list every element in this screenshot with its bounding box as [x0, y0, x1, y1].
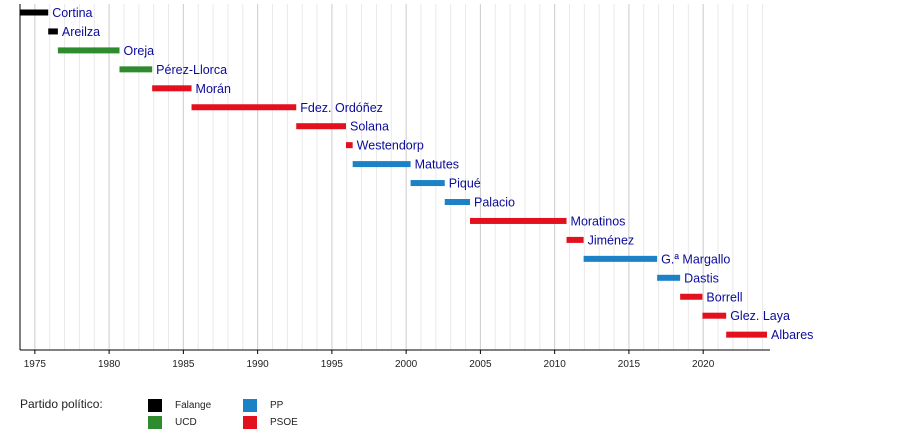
- x-tick-label: 2005: [469, 359, 492, 370]
- legend-item-pp: PP: [243, 398, 283, 412]
- legend-swatch-psoe: [243, 415, 257, 429]
- label-albares: Albares: [771, 328, 813, 342]
- bar-moratinos: [470, 217, 567, 224]
- x-tick-label: 1990: [246, 359, 269, 370]
- legend-label-psoe: PSOE: [270, 416, 298, 428]
- label-p-rez-llorca: Pérez-Llorca: [156, 63, 227, 77]
- label-jim-nez: Jiménez: [588, 233, 635, 247]
- x-tick-label: 1985: [172, 359, 195, 370]
- label-moratinos: Moratinos: [571, 214, 626, 228]
- bar-westendorp: [345, 142, 353, 149]
- bar-glez-laya: [702, 312, 727, 319]
- bar-palacio: [444, 199, 470, 205]
- label-westendorp: Westendorp: [357, 139, 424, 153]
- bar-cortina: [20, 9, 49, 16]
- label-palacio: Palacio: [474, 196, 515, 210]
- x-tick-label: 2015: [618, 359, 641, 370]
- legend-item-falange: Falange: [148, 398, 211, 412]
- x-tick-label: 1980: [98, 359, 121, 370]
- x-tick-label: 2000: [395, 359, 418, 370]
- x-axis: 1975 1980 1985 1990 1995 2000 2005 2010 2015 2020: [19, 4, 770, 370]
- legend-label-falange: Falange: [175, 399, 212, 411]
- bar-dastis: [657, 274, 681, 281]
- x-tick-label: 2010: [544, 359, 567, 370]
- legend-label-ucd: UCD: [175, 416, 197, 428]
- legend-item-psoe: PSOE: [243, 415, 298, 429]
- bars: [20, 9, 768, 338]
- bar-p-rez-llorca: [119, 66, 153, 73]
- bar-borrell: [680, 293, 703, 300]
- legend-item-ucd: UCD: [148, 415, 197, 429]
- bar-piqu-: [410, 180, 445, 187]
- label-piqu-: Piqué: [449, 177, 481, 191]
- legend-swatch-falange: [148, 398, 162, 412]
- bar-fdez-ord-ez: [191, 104, 297, 111]
- legend-title: Partido político:: [20, 397, 103, 411]
- bar-areilza: [48, 28, 58, 35]
- legend-swatch-pp: [243, 398, 257, 412]
- label-mor-n: Morán: [196, 82, 231, 96]
- bar-jim-nez: [566, 236, 584, 243]
- label-glez-laya: Glez. Laya: [730, 309, 790, 323]
- bar-oreja: [57, 47, 120, 54]
- bar-solana: [296, 123, 346, 130]
- bar-matutes: [352, 161, 411, 168]
- x-tick-label: 1995: [321, 359, 344, 370]
- bar-mor-n: [152, 85, 192, 92]
- label-matutes: Matutes: [415, 158, 459, 172]
- label-fdez-ord-ez: Fdez. Ordóñez: [300, 101, 383, 115]
- legend-label-pp: PP: [270, 399, 284, 411]
- legend: Partido político: Falange UCD PP PSOE: [20, 396, 520, 430]
- grid: [19, 4, 764, 350]
- label-oreja: Oreja: [124, 44, 155, 58]
- label-cortina: Cortina: [52, 6, 92, 20]
- legend-swatch-ucd: [148, 415, 162, 429]
- label-areilza: Areilza: [62, 25, 100, 39]
- label-solana: Solana: [350, 120, 389, 134]
- label-g-margallo: G.ª Margallo: [661, 252, 730, 266]
- label-borrell: Borrell: [706, 290, 742, 304]
- bar-g-margallo: [583, 255, 658, 262]
- x-tick-label: 2020: [692, 359, 715, 370]
- x-tick-label: 1975: [24, 359, 47, 370]
- bar-albares: [726, 331, 768, 338]
- label-dastis: Dastis: [684, 271, 719, 285]
